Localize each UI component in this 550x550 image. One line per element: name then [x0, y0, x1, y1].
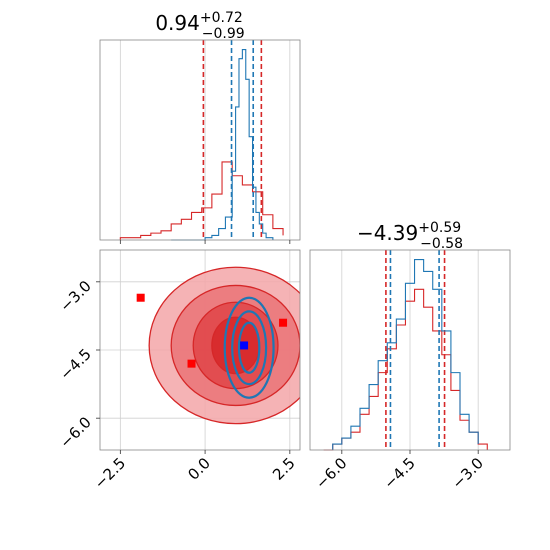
- contour-xtick-label-2: 2.5: [269, 454, 299, 484]
- contour-blue-level-1: [231, 310, 268, 386]
- contour-marker-0: [136, 293, 145, 302]
- hist-right-title: −4.39+0.59 −0.58: [357, 220, 463, 252]
- hist-top-frame: [99, 39, 301, 241]
- hist-top-hist-series-1: [119, 161, 284, 240]
- hist-top-title: 0.94+0.72 −0.99: [155, 10, 244, 42]
- contour-xtick-label-0: −2.5: [91, 454, 129, 492]
- hist-right-xtick-label-0: −6.0: [312, 454, 350, 492]
- contour-ytick-label-2: −6.0: [56, 413, 94, 451]
- contour-marker-1: [187, 359, 196, 368]
- contour-xtick-label-1: 0.0: [184, 454, 214, 484]
- contour-layer: [136, 266, 300, 425]
- hist-right-xtick-label-2: −3.0: [449, 454, 487, 492]
- contour-ytick-label-0: −3.0: [56, 277, 94, 315]
- contour-blue-level-0: [237, 321, 261, 374]
- contour-marker-2: [279, 318, 288, 327]
- contour-ytick-label-1: −4.5: [56, 345, 94, 383]
- contour-marker-3: [240, 341, 249, 350]
- hist-right-hist-series-0: [332, 258, 479, 450]
- hist-right-xtick-label-1: −4.5: [380, 454, 418, 492]
- contour-blue-level-2: [223, 296, 275, 399]
- hist-top-hist-series-0: [171, 48, 274, 241]
